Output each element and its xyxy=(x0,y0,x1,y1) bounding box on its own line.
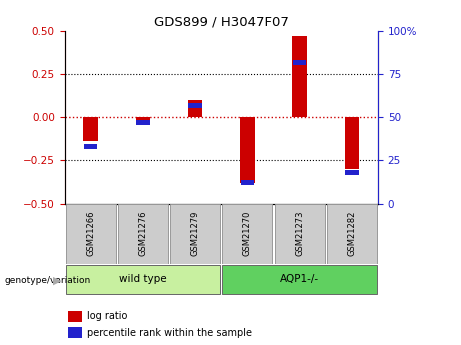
FancyBboxPatch shape xyxy=(118,204,168,264)
Text: log ratio: log ratio xyxy=(87,311,127,321)
Bar xyxy=(136,120,150,125)
Bar xyxy=(241,180,254,186)
Bar xyxy=(188,100,202,117)
Text: GSM21266: GSM21266 xyxy=(86,211,95,256)
FancyBboxPatch shape xyxy=(65,204,116,264)
Bar xyxy=(240,117,255,183)
Bar xyxy=(68,310,82,322)
Text: GSM21270: GSM21270 xyxy=(243,211,252,256)
Text: GSM21279: GSM21279 xyxy=(191,211,200,256)
FancyBboxPatch shape xyxy=(275,204,325,264)
FancyBboxPatch shape xyxy=(327,204,377,264)
Bar xyxy=(136,117,150,121)
Bar xyxy=(83,117,98,141)
Text: GSM21273: GSM21273 xyxy=(295,211,304,256)
Bar xyxy=(84,144,97,149)
Text: ▶: ▶ xyxy=(53,276,61,286)
Title: GDS899 / H3047F07: GDS899 / H3047F07 xyxy=(154,16,289,29)
FancyBboxPatch shape xyxy=(65,265,220,294)
Text: GSM21276: GSM21276 xyxy=(138,211,148,256)
Text: GSM21282: GSM21282 xyxy=(348,211,356,256)
Bar xyxy=(189,103,202,108)
FancyBboxPatch shape xyxy=(170,204,220,264)
Text: percentile rank within the sample: percentile rank within the sample xyxy=(87,328,252,337)
Text: genotype/variation: genotype/variation xyxy=(5,276,91,285)
Bar xyxy=(68,327,82,338)
Bar xyxy=(292,36,307,117)
FancyBboxPatch shape xyxy=(222,204,272,264)
Text: wild type: wild type xyxy=(119,275,167,284)
Bar xyxy=(345,170,359,175)
Bar xyxy=(293,59,307,65)
Text: AQP1-/-: AQP1-/- xyxy=(280,275,319,284)
FancyBboxPatch shape xyxy=(222,265,377,294)
Bar xyxy=(344,117,359,169)
